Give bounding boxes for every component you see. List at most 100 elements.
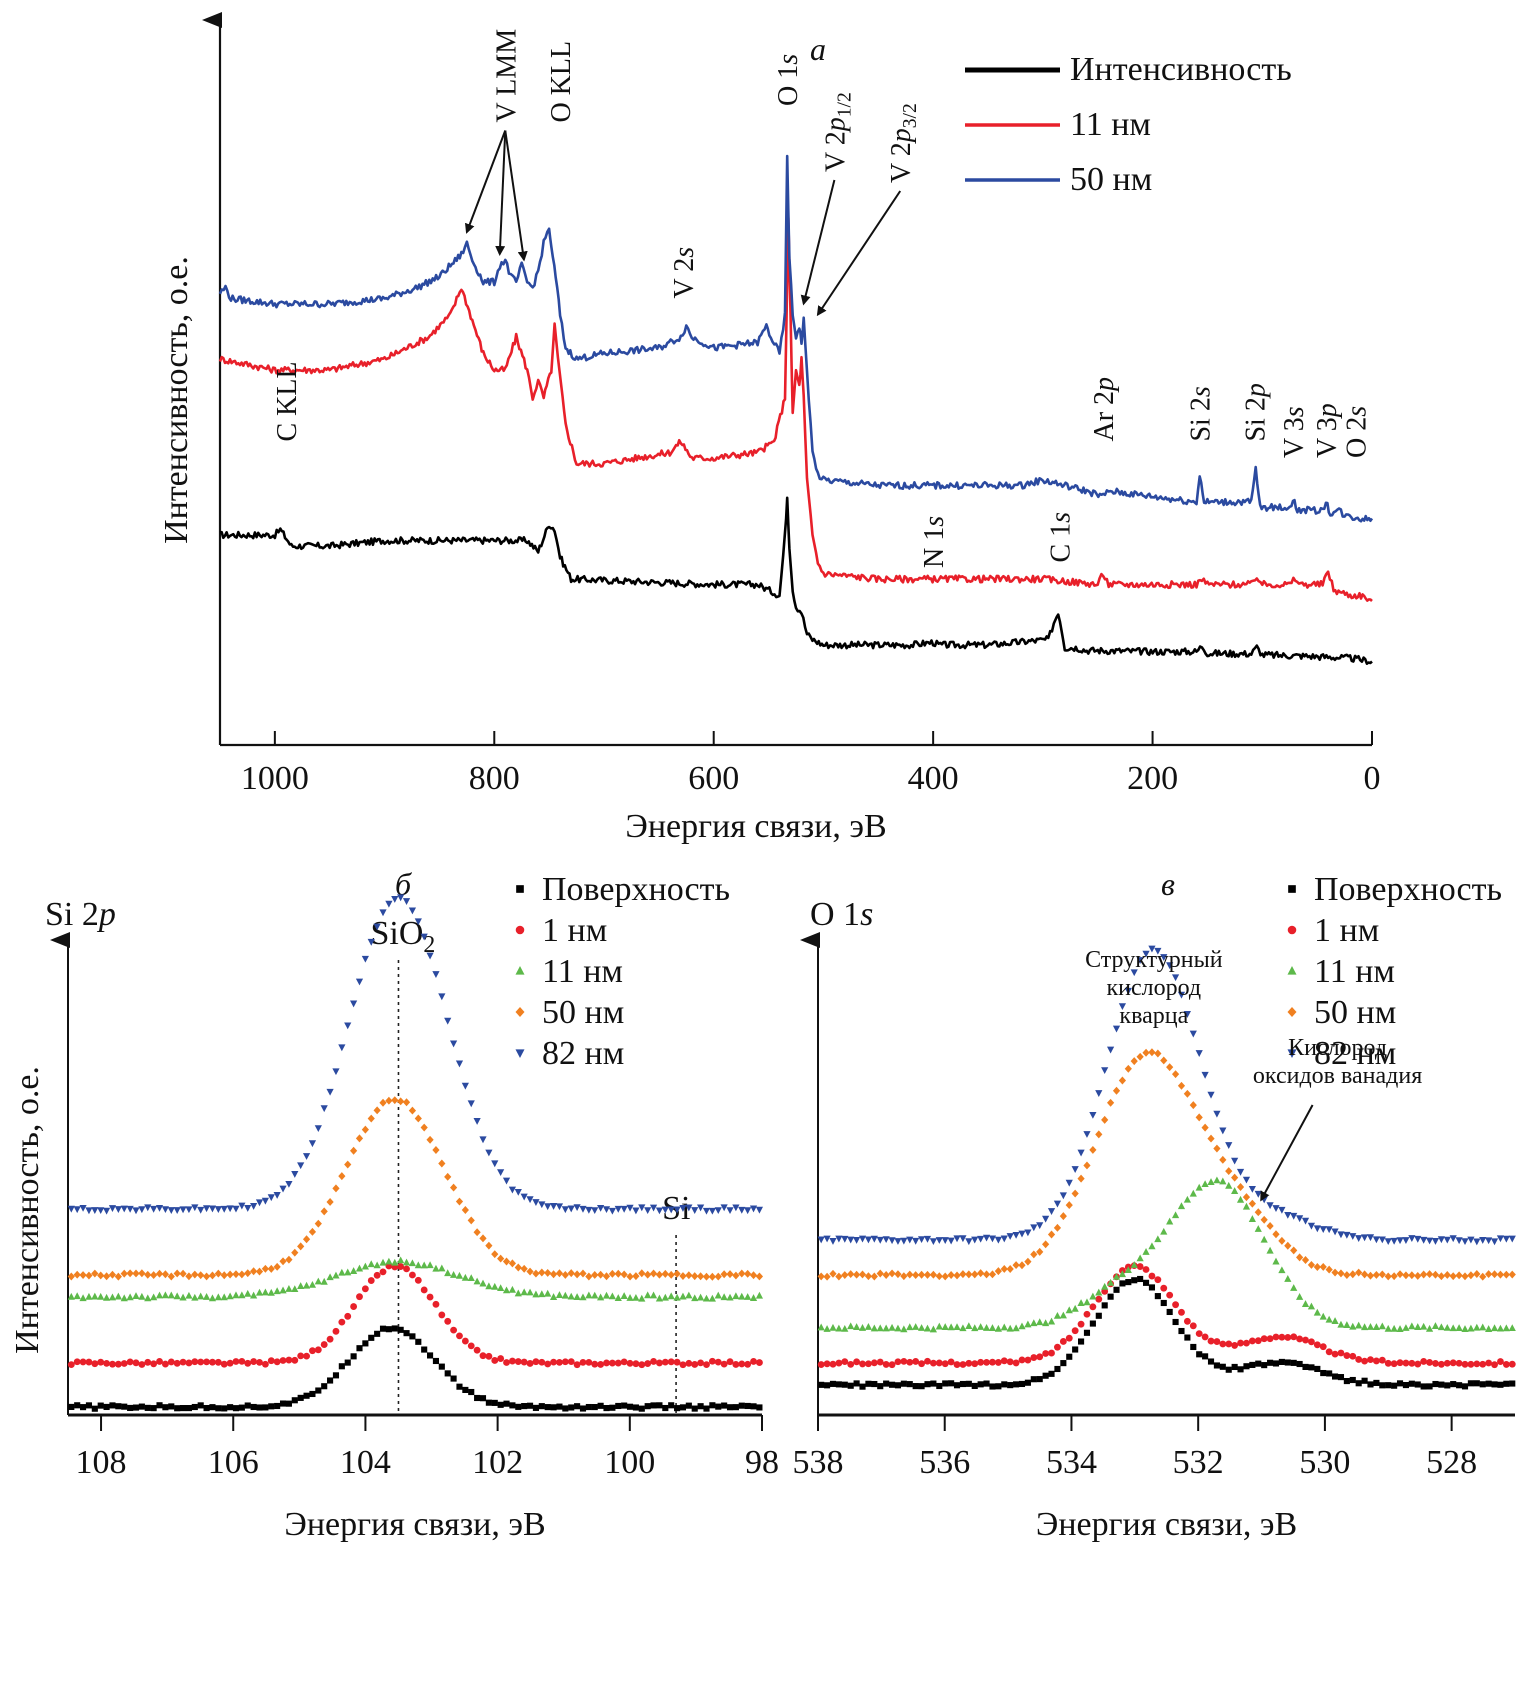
data-point [1367, 1356, 1374, 1364]
data-point [197, 1358, 205, 1366]
data-point [679, 1205, 687, 1212]
data-point [1450, 1381, 1457, 1388]
data-point [397, 1097, 405, 1106]
data-point [168, 1403, 175, 1410]
data-point [591, 1207, 599, 1215]
peak-annotation: O KLL [546, 41, 577, 123]
data-point [1000, 1323, 1008, 1331]
data-point [1183, 1317, 1191, 1325]
data-point [244, 1269, 252, 1278]
data-point [1083, 1310, 1091, 1318]
data-point [1189, 1189, 1197, 1197]
data-point [461, 1082, 469, 1090]
data-point [520, 1288, 528, 1296]
x-axis-label: Энергия связи, эВ [284, 1506, 545, 1543]
data-point [853, 1380, 860, 1387]
data-point [1343, 1231, 1351, 1239]
data-point [1095, 1295, 1103, 1303]
data-point [244, 1359, 252, 1367]
data-point [1308, 1364, 1315, 1371]
data-point [1160, 1227, 1168, 1235]
data-point [661, 1269, 669, 1278]
data-point [244, 1205, 252, 1212]
x-tick-label: 534 [1046, 1444, 1097, 1481]
data-point [1237, 1339, 1244, 1347]
data-point [1431, 1270, 1440, 1279]
data-point [361, 1285, 369, 1293]
data-point [1213, 1144, 1221, 1153]
data-point [947, 1237, 955, 1245]
data-point [1449, 1272, 1457, 1281]
data-point [900, 1325, 908, 1333]
data-point [1444, 1382, 1451, 1389]
data-point [526, 1288, 534, 1296]
data-point [1284, 1334, 1292, 1341]
data-point [344, 1160, 352, 1169]
data-point [923, 1235, 932, 1243]
data-point [438, 1311, 446, 1319]
data-point [1420, 1358, 1428, 1365]
data-point [1137, 1275, 1144, 1283]
data-point [85, 1358, 93, 1366]
data-point [73, 1206, 81, 1214]
data-point [1473, 1323, 1481, 1331]
data-point [1302, 1363, 1309, 1370]
data-point [1148, 1284, 1156, 1291]
data-point [667, 1358, 675, 1366]
data-point [1290, 1212, 1298, 1220]
data-point [232, 1205, 240, 1213]
data-point [673, 1358, 681, 1366]
data-point [835, 1235, 843, 1243]
data-point [114, 1206, 122, 1214]
data-point [1018, 1230, 1026, 1238]
x-tick-label: 200 [1127, 760, 1178, 797]
data-point [1372, 1236, 1381, 1244]
data-point [1455, 1271, 1463, 1280]
data-point [1296, 1253, 1304, 1262]
data-point [918, 1360, 926, 1368]
data-point [355, 1264, 364, 1272]
data-point [988, 1270, 997, 1279]
data-point [549, 1270, 558, 1279]
data-point [1379, 1382, 1386, 1389]
data-point [714, 1272, 722, 1281]
data-point [977, 1323, 985, 1330]
data-point [1278, 1333, 1286, 1341]
data-point [291, 1397, 298, 1404]
data-point [1254, 1208, 1262, 1217]
data-point [273, 1287, 281, 1295]
data-point [817, 1236, 825, 1244]
y-axis-label: Интенсивность, о.е. [9, 1066, 46, 1354]
data-point [273, 1262, 281, 1271]
x-tick-label: 600 [688, 760, 739, 797]
data-point [138, 1206, 146, 1214]
data-point [1219, 1340, 1227, 1348]
data-point [438, 993, 446, 1001]
data-point [703, 1405, 710, 1412]
data-point [953, 1323, 961, 1331]
peak-annotation: O 2s [1342, 406, 1373, 458]
data-point [1042, 1372, 1049, 1379]
data-point [744, 1402, 751, 1410]
data-point [67, 1205, 75, 1213]
data-point [197, 1271, 205, 1280]
panel-title: Si 2p [45, 896, 116, 933]
data-point [468, 1388, 475, 1396]
data-point [338, 1268, 346, 1276]
data-point [161, 1270, 170, 1279]
data-point [409, 1333, 416, 1340]
data-point [882, 1271, 890, 1279]
data-point [220, 1205, 228, 1213]
data-point [1508, 1324, 1516, 1332]
data-point [85, 1402, 93, 1409]
data-point [362, 1340, 369, 1347]
data-point [1030, 1376, 1037, 1383]
data-point [214, 1269, 222, 1278]
data-point [185, 1206, 193, 1214]
data-point [1012, 1324, 1020, 1332]
data-point [126, 1293, 134, 1301]
data-point [320, 1207, 328, 1216]
data-point [1396, 1237, 1404, 1245]
data-point [455, 1271, 464, 1279]
data-point [626, 1403, 634, 1410]
